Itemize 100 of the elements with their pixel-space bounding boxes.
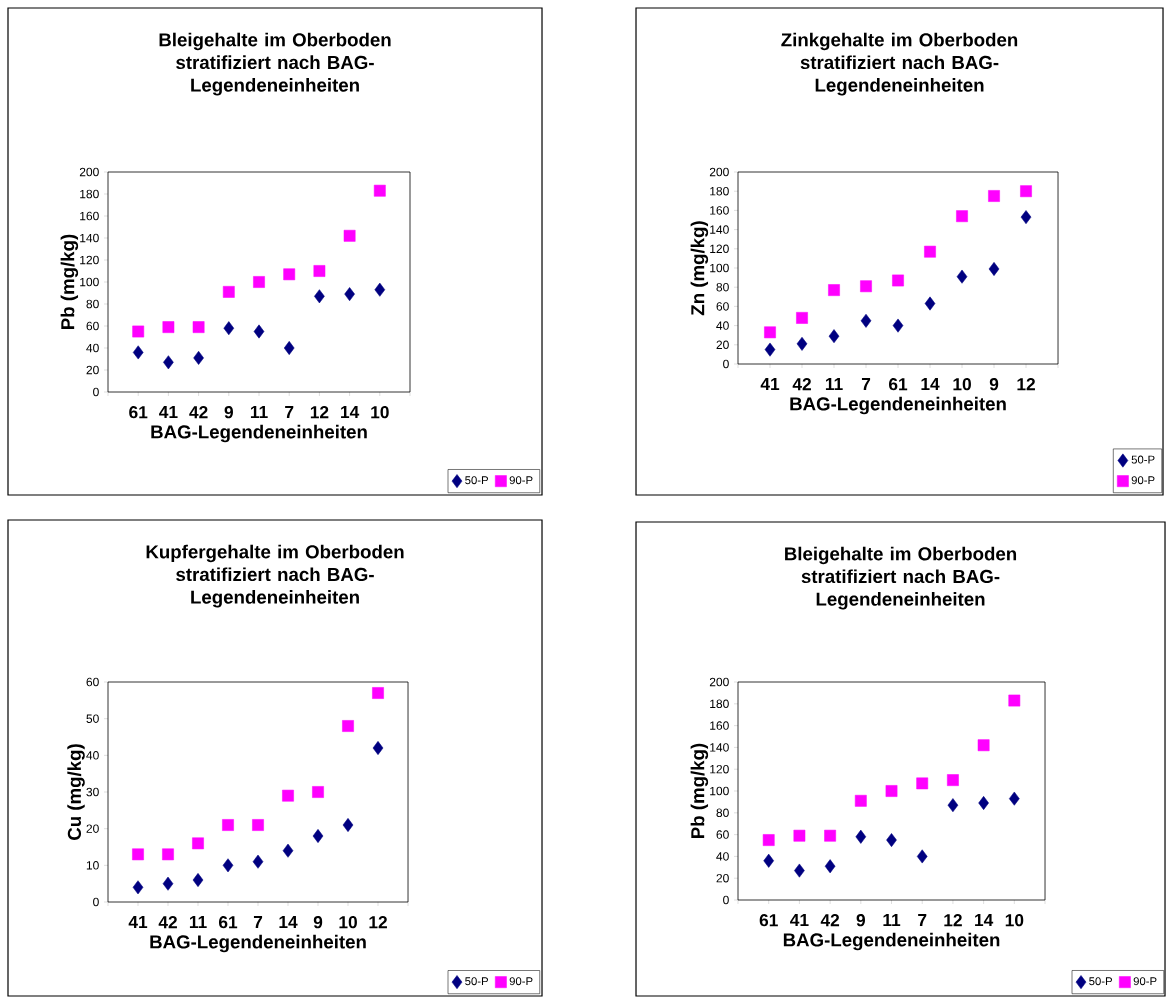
y-tick-label: 20 bbox=[716, 340, 729, 350]
x-tick-label: 61 bbox=[218, 916, 238, 929]
point bbox=[283, 341, 295, 355]
x-tick-label: 7 bbox=[285, 406, 294, 418]
x-axis-title: BAG-Legendeneinheiten bbox=[150, 934, 366, 953]
x-tick-label: 11 bbox=[250, 406, 268, 418]
y-tick-label: 40 bbox=[86, 751, 99, 760]
x-axis-title: BAG-Legendeneinheiten bbox=[790, 396, 1006, 415]
point bbox=[763, 853, 774, 868]
y-tick-label: 100 bbox=[710, 263, 729, 273]
point bbox=[222, 819, 234, 831]
y-tick-label: 120 bbox=[710, 764, 729, 774]
point bbox=[988, 190, 1000, 202]
point bbox=[282, 843, 294, 858]
x-tick-label: 12 bbox=[369, 916, 387, 929]
point bbox=[132, 848, 144, 861]
point bbox=[192, 873, 204, 887]
y-tick-label: 160 bbox=[80, 211, 99, 221]
legend-label: 90-P bbox=[1133, 977, 1157, 986]
point bbox=[1020, 185, 1032, 198]
y-tick-label: 30 bbox=[86, 787, 99, 797]
point bbox=[1009, 791, 1020, 806]
y-tick-label: 160 bbox=[710, 721, 729, 730]
y-tick-label: 200 bbox=[709, 677, 729, 687]
point bbox=[222, 858, 234, 873]
chart-title: Bleigehalte im Oberboden stratifiziert nach BAG-Legendeneinheiten bbox=[159, 32, 391, 96]
chart-title: Bleigehalte im Oberboden stratifiziert nach BAG-Legendeneinheiten bbox=[785, 546, 1017, 610]
x-tick-label: 11 bbox=[883, 914, 901, 926]
y-tick-label: 140 bbox=[710, 743, 729, 752]
y-tick-label: 80 bbox=[716, 808, 729, 818]
x-axis-title: BAG-Legendeneinheiten bbox=[151, 424, 367, 443]
y-tick-label: 200 bbox=[79, 167, 99, 177]
point bbox=[253, 276, 265, 288]
legend-label: 50-P bbox=[465, 977, 489, 986]
point bbox=[764, 342, 776, 357]
point bbox=[132, 325, 145, 338]
y-tick-label: 0 bbox=[93, 387, 99, 397]
point bbox=[892, 274, 904, 287]
x-tick-label: 9 bbox=[313, 916, 323, 929]
y-tick-label: 0 bbox=[723, 895, 729, 905]
point bbox=[924, 245, 936, 258]
x-tick-label: 42 bbox=[820, 914, 840, 927]
chart-title: Kupfergehalte im Oberboden stratifiziert nach BAG-Legendeneinheiten bbox=[146, 544, 404, 608]
point bbox=[283, 268, 296, 281]
x-tick-label: 7 bbox=[861, 378, 871, 390]
legend-label: 50-P bbox=[465, 476, 489, 485]
y-tick-label: 60 bbox=[86, 321, 99, 331]
point bbox=[162, 321, 175, 333]
point bbox=[892, 318, 904, 333]
point bbox=[762, 834, 775, 846]
legend-label: 90-P bbox=[1131, 476, 1155, 485]
x-tick-label: 14 bbox=[975, 914, 994, 926]
x-tick-label: 42 bbox=[189, 406, 208, 419]
point bbox=[314, 289, 325, 304]
point bbox=[854, 794, 867, 807]
legend-label: 90-P bbox=[509, 977, 533, 986]
x-tick-label: 11 bbox=[189, 916, 207, 928]
x-tick-label: 9 bbox=[224, 406, 233, 419]
point bbox=[312, 829, 324, 843]
y-tick-label: 120 bbox=[80, 255, 99, 265]
y-tick-label: 200 bbox=[709, 167, 729, 177]
x-tick-label: 12 bbox=[310, 406, 329, 419]
y-tick-label: 60 bbox=[716, 830, 729, 839]
point bbox=[860, 280, 872, 293]
point bbox=[222, 286, 235, 298]
point bbox=[162, 848, 174, 861]
point bbox=[313, 265, 326, 277]
point bbox=[988, 262, 1000, 276]
x-tick-label: 10 bbox=[953, 378, 971, 391]
point bbox=[855, 829, 867, 844]
point bbox=[372, 687, 384, 699]
point bbox=[342, 720, 354, 732]
y-tick-label: 140 bbox=[80, 233, 99, 243]
y-tick-label: 60 bbox=[716, 302, 729, 311]
y-tick-label: 40 bbox=[86, 343, 99, 353]
y-tick-label: 180 bbox=[710, 699, 729, 709]
x-tick-label: 7 bbox=[253, 916, 263, 928]
point bbox=[764, 326, 776, 339]
point bbox=[924, 296, 936, 311]
y-tick-label: 180 bbox=[80, 189, 99, 199]
point bbox=[253, 324, 265, 339]
x-tick-label: 41 bbox=[159, 406, 178, 418]
point bbox=[192, 837, 204, 850]
point bbox=[193, 350, 204, 365]
x-tick-label: 42 bbox=[158, 916, 177, 929]
y-tick-label: 10 bbox=[86, 861, 99, 870]
point bbox=[794, 863, 805, 878]
x-tick-label: 61 bbox=[129, 406, 148, 419]
legend-label: 50-P bbox=[1089, 977, 1113, 986]
y-axis-title: Pb (mg/kg) bbox=[60, 234, 79, 329]
point bbox=[342, 818, 354, 832]
y-axis-title: Cu (mg/kg) bbox=[67, 744, 85, 840]
x-tick-label: 61 bbox=[889, 378, 908, 391]
point bbox=[252, 819, 264, 831]
x-tick-label: 10 bbox=[339, 916, 357, 929]
point bbox=[978, 796, 989, 810]
y-tick-label: 40 bbox=[716, 852, 729, 861]
x-axis-title: BAG-Legendeneinheiten bbox=[783, 932, 1000, 951]
point bbox=[916, 777, 929, 790]
y-tick-label: 60 bbox=[86, 677, 99, 687]
